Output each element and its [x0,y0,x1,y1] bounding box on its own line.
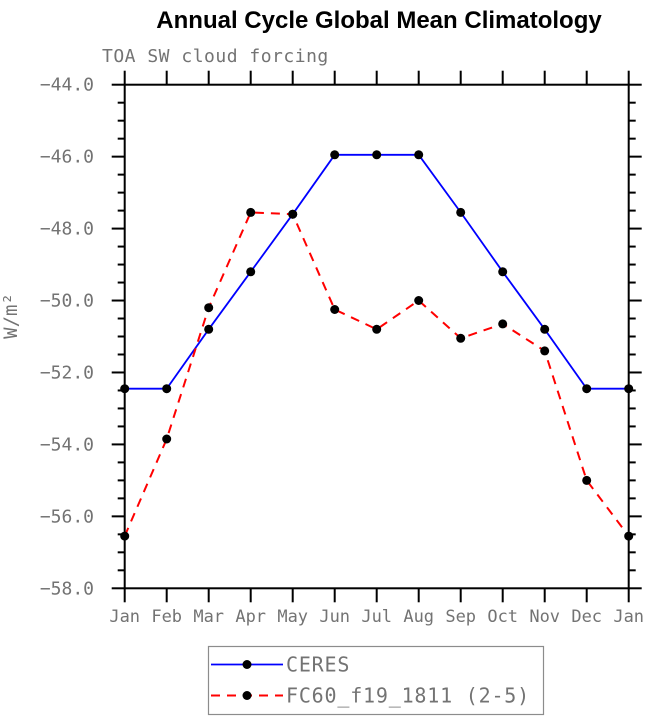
data-point [330,305,340,314]
data-point [582,475,592,485]
series-line-1 [123,211,630,537]
data-point [582,384,592,394]
x-tick-label: Aug [403,607,434,627]
y-tick-label: −54.0 [40,434,94,455]
y-tick-label: −50.0 [40,291,94,312]
axis-tick-labels: −44.0 −46.0 −48.0 −50.0 −52.0 −54.0 −56.0 −58.0… [40,75,644,627]
data-series-layer [120,150,634,541]
data-point [288,209,298,219]
legend-marker-ceres [242,660,252,669]
data-point [162,434,172,444]
data-point [540,346,550,356]
legend-label-ceres: CERES [286,653,350,677]
y-tick-label: −46.0 [40,147,94,168]
data-point [372,324,382,334]
x-tick-label: Dec [571,607,602,627]
data-point [456,333,466,343]
x-tick-label: Jan [613,607,644,627]
x-tick-label: Sep [445,607,476,627]
legend-marker-model [242,691,252,700]
data-point [120,384,130,394]
data-point [624,384,634,394]
data-point [120,531,130,541]
x-tick-label: Jan [109,607,140,627]
x-tick-label: Mar [193,607,224,627]
data-point [330,150,340,160]
legend: CERES FC60_f19_1811 (2-5) [207,645,545,716]
y-tick-label: −52.0 [40,362,94,383]
data-point [414,296,424,305]
data-point [540,324,550,334]
legend-label-model: FC60_f19_1811 (2-5) [286,684,530,708]
data-point [624,531,634,541]
y-axis-label: W/m² [0,293,22,339]
x-tick-label: Jul [361,607,392,627]
series-line-0 [124,153,629,390]
y-tick-label: −56.0 [40,506,94,527]
x-tick-label: Apr [235,607,266,627]
data-point [204,324,214,334]
legend-box [207,645,545,716]
y-tick-label: −58.0 [40,578,94,599]
axis-ticks [111,70,642,603]
x-tick-label: May [277,607,308,627]
x-tick-label: Oct [487,607,518,627]
data-point [162,384,172,394]
x-tick-label: Feb [151,607,182,627]
chart-subtitle: TOA SW cloud forcing [102,46,329,67]
data-point [498,267,508,277]
data-point [204,303,214,313]
data-point [246,267,256,277]
page-title: Annual Cycle Global Mean Climatology [156,7,602,34]
y-tick-label: −48.0 [40,219,94,240]
data-point [414,150,424,160]
data-point [456,207,466,217]
x-tick-label: Nov [529,607,560,627]
data-point [372,150,382,160]
data-point [246,207,256,217]
data-point [498,319,508,329]
x-tick-label: Jun [319,607,350,627]
y-tick-label: −44.0 [40,75,94,96]
